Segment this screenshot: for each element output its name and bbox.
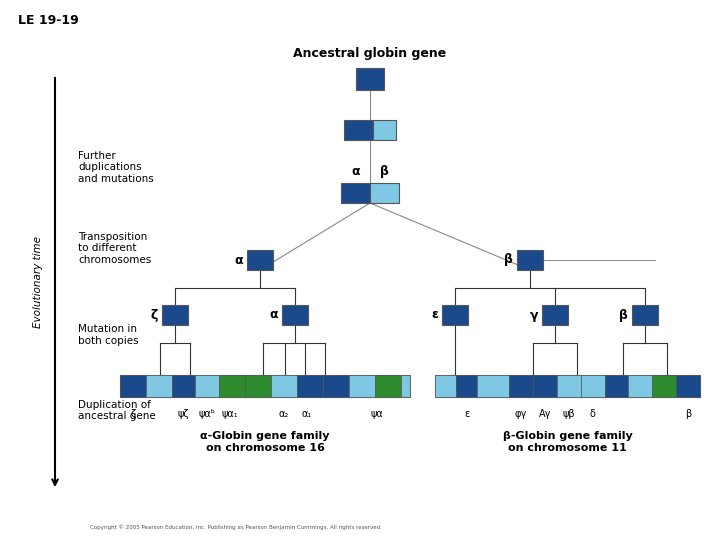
Text: Duplication of
ancestral gene: Duplication of ancestral gene — [78, 400, 156, 421]
Bar — [245, 375, 271, 397]
Bar — [162, 305, 188, 325]
Bar — [323, 375, 349, 397]
Text: β-Globin gene family
on chromosome 11: β-Globin gene family on chromosome 11 — [503, 431, 632, 453]
Bar — [517, 250, 543, 270]
Text: α: α — [269, 308, 278, 321]
Text: α₂: α₂ — [279, 409, 289, 419]
Text: α-Globin gene family
on chromosome 16: α-Globin gene family on chromosome 16 — [200, 431, 330, 453]
Bar — [442, 305, 468, 325]
Bar — [533, 375, 557, 397]
Bar — [219, 375, 245, 397]
Bar — [581, 375, 605, 397]
Bar — [120, 375, 410, 397]
Text: Mutation in
both copies: Mutation in both copies — [78, 324, 139, 346]
Text: φγ: φγ — [515, 409, 527, 419]
Bar — [652, 375, 676, 397]
Text: δ: δ — [590, 409, 595, 419]
Bar — [370, 183, 399, 203]
Bar — [632, 305, 658, 325]
Text: ζ: ζ — [130, 409, 135, 419]
Bar — [344, 120, 373, 140]
Bar — [195, 375, 219, 397]
Bar — [341, 183, 370, 203]
Bar — [542, 305, 568, 325]
Text: β: β — [504, 253, 513, 267]
Bar — [375, 375, 401, 397]
Text: α₁: α₁ — [302, 409, 312, 419]
Text: ζ: ζ — [150, 308, 158, 321]
Bar — [477, 375, 509, 397]
Bar — [435, 375, 700, 397]
Bar — [297, 375, 323, 397]
Text: ψα: ψα — [370, 409, 383, 419]
Bar — [629, 375, 652, 397]
Text: ψα₁: ψα₁ — [222, 409, 238, 419]
Text: Evolutionary time: Evolutionary time — [33, 236, 43, 328]
Text: Copyright © 2005 Pearson Education, Inc. Publishing as Pearson Benjamin Cummings: Copyright © 2005 Pearson Education, Inc.… — [90, 524, 382, 530]
Text: Transposition
to different
chromosomes: Transposition to different chromosomes — [78, 232, 151, 265]
Text: α: α — [351, 165, 360, 178]
Bar — [456, 375, 477, 397]
Text: ε: ε — [431, 308, 438, 321]
Text: ψβ: ψβ — [562, 409, 575, 419]
Bar — [373, 120, 396, 140]
Bar — [282, 305, 308, 325]
Text: β: β — [380, 165, 389, 178]
Bar — [120, 375, 146, 397]
Bar — [557, 375, 581, 397]
Text: ε: ε — [464, 409, 469, 419]
Bar — [435, 375, 456, 397]
Bar — [172, 375, 195, 397]
Text: Further
duplications
and mutations: Further duplications and mutations — [78, 151, 154, 184]
Bar — [509, 375, 533, 397]
Bar — [356, 68, 384, 90]
Bar — [605, 375, 629, 397]
Text: β: β — [619, 308, 628, 321]
Bar — [146, 375, 172, 397]
Text: γ: γ — [529, 308, 538, 321]
Text: Ancestral globin gene: Ancestral globin gene — [293, 47, 446, 60]
Bar — [271, 375, 297, 397]
Text: LE 19-19: LE 19-19 — [18, 14, 78, 27]
Bar — [676, 375, 700, 397]
Text: β: β — [685, 409, 691, 419]
Text: ψζ: ψζ — [178, 409, 189, 419]
Text: Aγ: Aγ — [539, 409, 552, 419]
Text: α: α — [235, 253, 243, 267]
Text: ψαᵇ: ψαᵇ — [199, 409, 215, 419]
Bar — [349, 375, 375, 397]
Bar — [247, 250, 273, 270]
